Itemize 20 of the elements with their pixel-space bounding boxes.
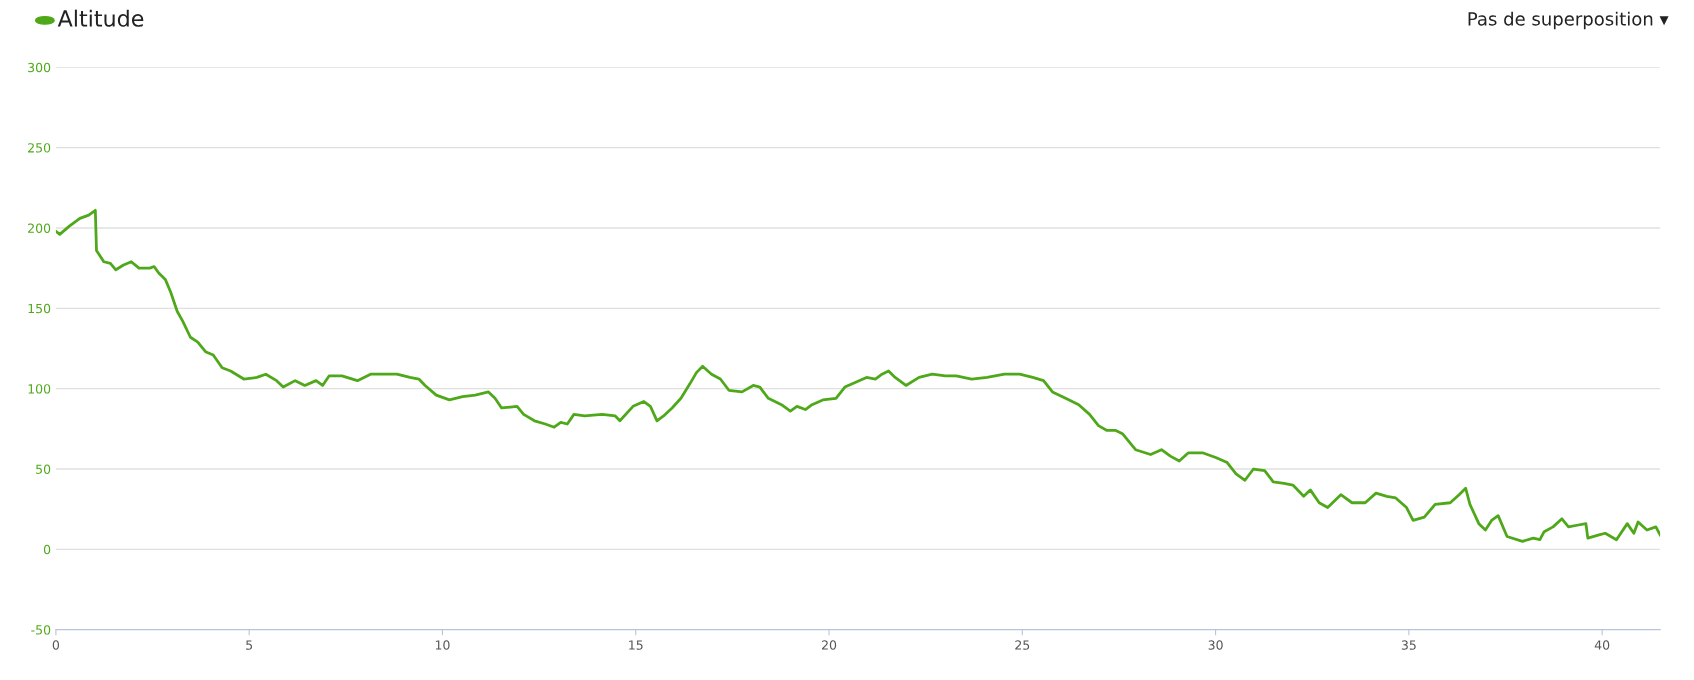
x-tick-label: 20 [821, 640, 837, 650]
x-tick-label: 25 [1015, 640, 1030, 650]
chart-title: Altitude [57, 9, 144, 27]
y-tick-label: 200 [28, 223, 51, 233]
y-tick-label: 100 [28, 384, 51, 394]
y-tick-label: 250 [28, 143, 51, 153]
y-tick-label: 0 [43, 544, 51, 555]
line-series [55, 208, 1661, 543]
x-tick-label: 5 [246, 640, 253, 650]
x-tick-label: 30 [1208, 640, 1223, 650]
x-tick-label: 10 [435, 640, 450, 650]
x-tick-label: 35 [1401, 640, 1416, 650]
y-tick-label: 300 [28, 62, 51, 73]
x-tick-label: 15 [629, 640, 643, 650]
y-tick-label: -50 [31, 625, 51, 635]
text: Pas de superposition ▾ [1468, 11, 1669, 30]
y-tick-label: 50 [36, 464, 51, 474]
x-tick-label: 40 [1594, 640, 1610, 650]
y-tick-label: 150 [28, 303, 51, 314]
x-tick-label: 0 [52, 640, 60, 650]
